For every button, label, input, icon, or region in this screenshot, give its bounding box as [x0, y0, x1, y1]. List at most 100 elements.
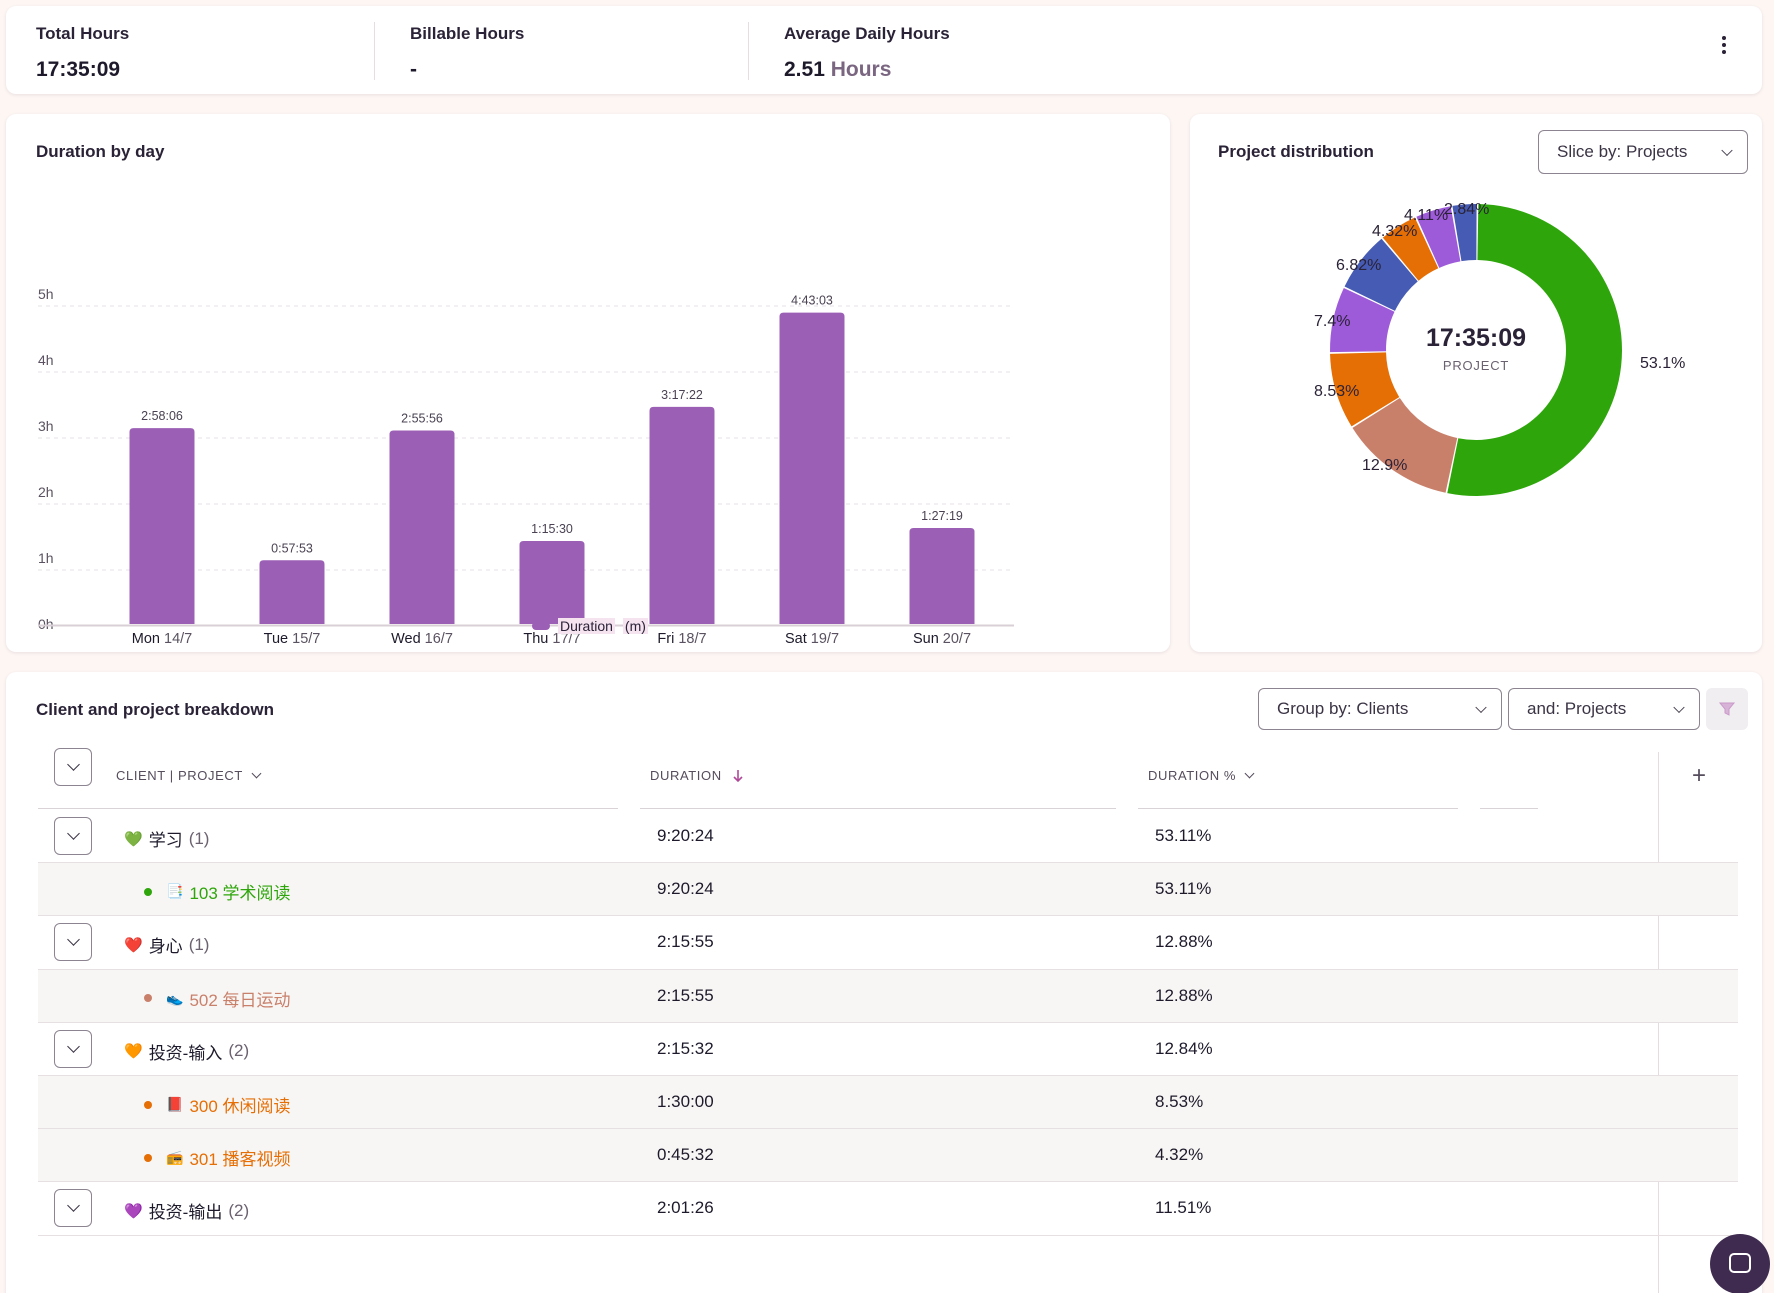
- donut-slice[interactable]: [1344, 238, 1418, 311]
- y-tick-label: 0h: [38, 616, 54, 632]
- project-name[interactable]: 📕 300 休闲阅读: [144, 1092, 291, 1117]
- project-name[interactable]: 👟 502 每日运动: [144, 986, 291, 1011]
- sort-desc-arrow-icon: [733, 769, 743, 782]
- column-label: DURATION: [650, 768, 722, 783]
- row-duration: 2:15:55: [657, 932, 714, 952]
- more-options-icon[interactable]: [1720, 36, 1728, 58]
- group-by-value: Group by: Clients: [1277, 699, 1409, 718]
- row-duration-pct: 53.11%: [1155, 879, 1212, 899]
- x-tick-label: Tue 15/7: [264, 631, 321, 647]
- client-label: 学习: [148, 831, 183, 850]
- bar: [519, 540, 585, 624]
- stat-value: -: [410, 58, 417, 81]
- stat-total-hours: Total Hours 17:35:09: [36, 24, 129, 82]
- client-label: 身心: [148, 937, 183, 957]
- chevron-down-icon: [67, 1199, 80, 1213]
- row-duration-pct: 8.53%: [1155, 1092, 1204, 1111]
- chevron-down-icon: [67, 827, 80, 840]
- column-header-client-project[interactable]: CLIENT | PROJECT: [116, 768, 262, 783]
- x-tick-label: Thu 17/7: [523, 631, 580, 647]
- chevron-down-icon: [67, 758, 80, 771]
- project-name[interactable]: 📑 103 学术阅读: [144, 879, 291, 904]
- filter-button[interactable]: [1706, 688, 1748, 730]
- project-label: 502 每日运动: [189, 990, 291, 1010]
- expand-row-button[interactable]: [54, 1029, 92, 1068]
- row-duration-pct: 12.88%: [1155, 985, 1213, 1005]
- slice-by-select[interactable]: Slice by: Projects: [1538, 130, 1748, 174]
- client-row[interactable]: 🧡 投资-输入 (2) 2:15:32 12.84%: [38, 1023, 1738, 1076]
- row-duration: 2:01:26: [657, 1198, 714, 1218]
- donut-center-value: 17:35:09: [1426, 324, 1526, 352]
- project-name[interactable]: 📻 301 播客视频: [144, 1145, 291, 1170]
- project-count: (1): [188, 828, 210, 848]
- project-emoji-icon: 👟: [166, 989, 184, 1006]
- client-name: ❤️ 身心 (1): [124, 932, 209, 957]
- chevron-down-icon: [1244, 768, 1255, 779]
- chat-support-button[interactable]: [1710, 1234, 1770, 1293]
- legend-unit: (m): [622, 618, 648, 634]
- y-tick-label: 4h: [38, 352, 54, 368]
- x-tick-day: Wed: [391, 631, 425, 647]
- stat-average-daily: Average Daily Hours 2.51 Hours: [784, 24, 950, 82]
- donut-slice[interactable]: [1447, 204, 1622, 496]
- group-by-select[interactable]: Group by: Clients: [1258, 688, 1502, 730]
- donut-slice[interactable]: [1416, 206, 1461, 268]
- client-row[interactable]: 💚 学习 (1) 9:20:24 53.11%: [38, 810, 1738, 864]
- x-tick-date: 16/7: [425, 631, 453, 647]
- row-duration: 9:20:24: [657, 879, 714, 899]
- client-row[interactable]: ❤️ 身心 (1) 2:15:55 12.88%: [38, 916, 1738, 970]
- expand-row-button[interactable]: [54, 817, 92, 855]
- column-header-duration-pct[interactable]: DURATION %: [1148, 768, 1255, 783]
- slice-percent-label: 8.53%: [1314, 383, 1359, 400]
- project-color-dot: [144, 1100, 152, 1109]
- x-tick-label: Mon 14/7: [132, 631, 192, 647]
- x-tick-date: 17/7: [552, 631, 580, 647]
- chevron-down-icon: [1673, 701, 1685, 714]
- expand-row-button[interactable]: [54, 923, 92, 962]
- client-row[interactable]: 💜 投资-输出 (2) 2:01:26 11.51%: [38, 1182, 1738, 1236]
- stat-billable-hours: Billable Hours -: [410, 24, 524, 82]
- expand-row-button[interactable]: [54, 1189, 92, 1228]
- donut-slice[interactable]: [1330, 352, 1400, 427]
- duration-by-day-card: 0h 1h 2h 3h 4h 5h 2:58:06 Mon 14/7 0:57:53 Tue 15…: [6, 114, 1170, 652]
- x-tick-label: Fri 18/7: [657, 631, 706, 647]
- project-count: (2): [228, 1041, 250, 1061]
- project-row[interactable]: 👟 502 每日运动 2:15:55 12.88%: [38, 969, 1738, 1023]
- header-underline: [1138, 808, 1458, 809]
- project-row[interactable]: 📕 300 休闲阅读 1:30:00 8.53%: [38, 1076, 1738, 1130]
- bar: [909, 527, 975, 624]
- donut-slice[interactable]: [1330, 288, 1395, 353]
- donut-center-label: PROJECT: [1443, 358, 1509, 373]
- project-row[interactable]: 📻 301 播客视频 0:45:32 4.32%: [38, 1129, 1738, 1183]
- breakdown-title: Client and project breakdown: [36, 700, 275, 719]
- donut-slice[interactable]: [1452, 204, 1477, 262]
- project-row[interactable]: 📑 103 学术阅读 9:20:24 53.11%: [38, 863, 1738, 917]
- client-name: 💚 学习 (1): [124, 826, 209, 851]
- divider: [374, 22, 375, 80]
- slice-percent-label: 2.84%: [1444, 201, 1489, 218]
- stat-label: Billable Hours: [410, 24, 525, 43]
- divider: [748, 22, 749, 80]
- slice-percent-label: 12.9%: [1362, 457, 1407, 474]
- expand-all-button[interactable]: [54, 748, 92, 786]
- x-tick-date: 20/7: [943, 631, 971, 647]
- donut-slice[interactable]: [1382, 217, 1439, 281]
- donut-slice[interactable]: [1352, 397, 1458, 493]
- project-label: 301 播客视频: [189, 1150, 291, 1170]
- row-duration-pct: 53.11%: [1155, 826, 1212, 845]
- bar-data-label: 1:27:19: [921, 509, 963, 523]
- add-column-button[interactable]: +: [1692, 762, 1707, 789]
- client-name: 🧡 投资-输入 (2): [124, 1039, 249, 1064]
- column-header-duration[interactable]: DURATION: [650, 768, 744, 783]
- header-underline: [38, 808, 618, 809]
- project-label: 300 休闲阅读: [189, 1097, 291, 1116]
- and-group-select[interactable]: and: Projects: [1508, 688, 1700, 730]
- row-duration-pct: 4.32%: [1155, 1145, 1204, 1165]
- project-distribution-card: 53.1% 12.9% 8.53% 7.4% 6.82% 4.32% 4.11% 2.84% 1…: [1190, 114, 1762, 652]
- chevron-down-icon: [67, 1039, 80, 1053]
- x-tick-date: 18/7: [678, 631, 706, 647]
- client-name: 💜 投资-输出 (2): [124, 1198, 249, 1223]
- project-count: (2): [228, 1200, 250, 1220]
- chart-legend[interactable]: Duration (m): [532, 618, 648, 634]
- x-tick-date: 14/7: [164, 631, 192, 647]
